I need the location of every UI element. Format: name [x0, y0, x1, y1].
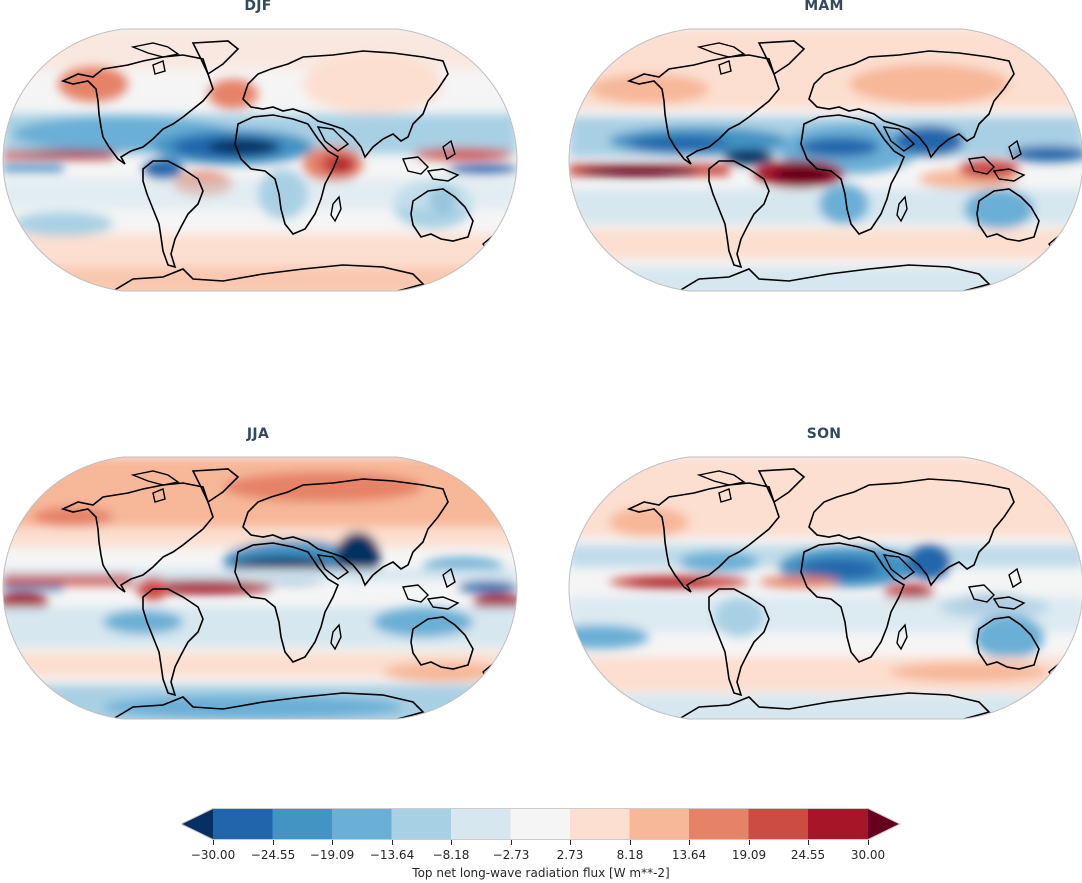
panel-title-mam: MAM	[804, 0, 844, 14]
panel-title-jja: JJA	[246, 426, 270, 442]
colorbar-cell	[332, 808, 392, 840]
colorbar-tick-label: −2.73	[492, 848, 530, 862]
colorbar-tick	[451, 840, 452, 845]
colorbar-tick	[689, 840, 690, 845]
colorbar-tick	[332, 840, 333, 845]
map-djf	[2, 28, 518, 292]
colorbar-tick	[273, 840, 274, 845]
colorbar-tick	[749, 840, 750, 845]
colorbar-cell	[272, 808, 332, 840]
colorbar-tick-label: −24.55	[250, 848, 296, 862]
colorbar-tick-label: −13.64	[369, 848, 415, 862]
colorbar-cell	[570, 808, 630, 840]
colorbar-label: Top net long-wave radiation flux [W m**-…	[412, 866, 670, 880]
colorbar-tick	[511, 840, 512, 845]
colorbar-cell	[451, 808, 511, 840]
map-mam	[568, 28, 1082, 292]
panel-title-djf: DJF	[244, 0, 272, 14]
colorbar-tick-label: 19.09	[731, 848, 767, 862]
colorbar-tick-label: 24.55	[790, 848, 826, 862]
colorbar-tick	[392, 840, 393, 845]
colorbar-extend-min	[181, 808, 213, 840]
colorbar-cell	[748, 808, 808, 840]
colorbar-tick	[630, 840, 631, 845]
colorbar-cell	[213, 808, 273, 840]
map-jja	[2, 456, 518, 720]
colorbar-tick	[808, 840, 809, 845]
colorbar-cell	[391, 808, 451, 840]
colorbar-cell	[808, 808, 868, 840]
colorbar-cell	[629, 808, 689, 840]
colorbar-tick-label: 8.18	[616, 848, 644, 862]
colorbar-tick	[868, 840, 869, 845]
panel-title-son: SON	[806, 426, 842, 442]
colorbar-tick-label: 13.64	[671, 848, 707, 862]
colorbar-cell	[510, 808, 570, 840]
colorbar-tick-label: −30.00	[190, 848, 236, 862]
colorbar-tick-label: 2.73	[556, 848, 584, 862]
colorbar-tick	[570, 840, 571, 845]
colorbar-tick	[213, 840, 214, 845]
colorbar-cell	[689, 808, 749, 840]
colorbar-extend-max	[868, 808, 900, 840]
colorbar-tick-label: −19.09	[309, 848, 355, 862]
colorbar-tick-label: −8.18	[432, 848, 470, 862]
map-son	[568, 456, 1082, 720]
colorbar	[179, 808, 902, 840]
colorbar-tick-label: 30.00	[850, 848, 886, 862]
